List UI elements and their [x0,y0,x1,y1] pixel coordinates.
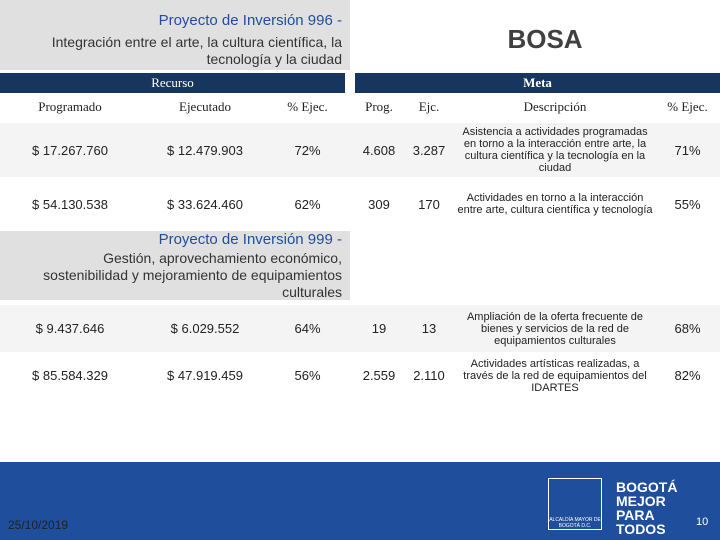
entity-logo: ALCALDÍA MAYOR DE BOGOTÁ D.C. [548,478,602,530]
cell: 68% [674,321,701,336]
row-background [0,177,720,231]
cell: 309 [368,196,390,212]
cell: 55% [674,196,701,212]
project-title: Proyecto de Inversión 999 - [158,231,342,248]
recurso-header: Recurso [0,73,345,93]
cell: 56% [294,368,321,383]
description: Ampliación de la oferta frecuente de bie… [466,310,644,347]
locality: BOSA [507,24,583,54]
cell: 13 [421,321,437,336]
header-band [0,0,350,70]
row-background [0,123,720,177]
cell: $ 33.624.460 [167,196,243,212]
description: Asistencia a actividades programadas en … [462,126,648,174]
footer-band [0,462,720,540]
cell: $ 47.919.459 [167,368,243,383]
cell: $ 6.029.552 [170,321,240,336]
cell: $ 85.584.329 [32,368,108,383]
cell: 19 [371,321,387,336]
column-header: % Ejec. [667,99,708,114]
column-header: Ejecutado [179,99,231,114]
cell: 71% [674,142,701,158]
column-header: Programado [38,99,102,114]
project-subtitle: Integración entre el arte, la cultura ci… [51,34,342,67]
cell: 170 [418,196,440,212]
cell: $ 9.437.646 [35,321,105,336]
cell: $ 17.267.760 [32,142,108,158]
cell: 3.287 [412,142,446,158]
column-header: Prog. [365,99,393,114]
project-title: Proyecto de Inversión 996 - [158,12,342,29]
cell: 64% [294,321,321,336]
cell: 2.110 [413,368,445,383]
cell: 72% [294,142,321,158]
row-background [0,305,720,352]
date: 25/10/2019 [8,518,69,532]
description: Actividades artísticas realizadas, a tra… [463,357,647,394]
cell: 4.608 [362,142,396,158]
meta-header: Meta [355,73,720,93]
cell: $ 12.479.903 [167,142,243,158]
column-header: Descripción [523,99,587,114]
project-subtitle: Gestión, aprovechamiento económico, sost… [43,250,342,298]
column-header: Ejc. [418,99,440,114]
row-background [0,352,720,399]
brand-logo: BOGOTÁ MEJOR PARA TODOS [616,479,678,537]
cell: 2.559 [362,368,396,383]
header-band [0,228,350,300]
description: Actividades en torno a la interacción en… [457,192,653,216]
cell: 82% [674,368,701,383]
cell: $ 54.130.538 [32,196,108,212]
column-header: % Ejec. [287,99,328,114]
page-number: 10 [696,516,709,528]
cell: 62% [294,196,321,212]
